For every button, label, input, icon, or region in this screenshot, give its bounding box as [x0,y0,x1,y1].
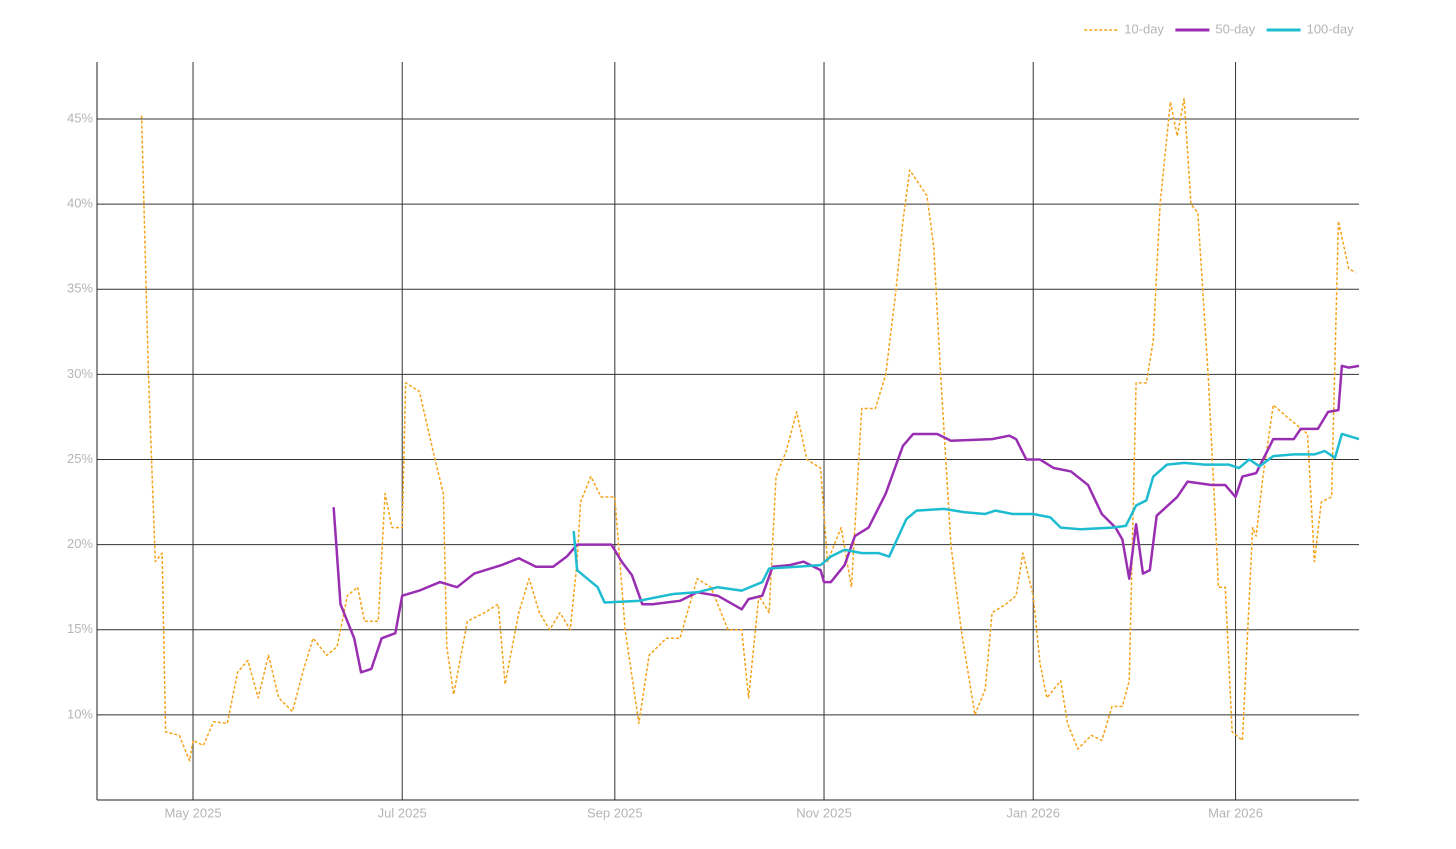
legend-label: 50-day [1215,21,1255,36]
x-tick-label: May 2025 [164,805,221,820]
y-tick-label: 35% [67,281,93,296]
y-tick-label: 45% [67,110,93,125]
series-line [572,432,1360,604]
x-tick-label: Nov 2025 [796,805,852,820]
y-tick-label: 30% [67,366,93,381]
legend-label: 10-day [1124,21,1164,36]
x-tick-label: Sep 2025 [587,805,643,820]
y-tick-label: 25% [67,451,93,466]
series-line [140,97,1356,762]
x-tick-label: Jan 2026 [1006,805,1060,820]
y-tick-label: 40% [67,196,93,211]
y-tick-label: 10% [67,706,93,721]
y-tick-label: 20% [67,536,93,551]
x-tick-label: Mar 2026 [1208,805,1263,820]
legend-label: 100-day [1307,21,1354,36]
x-tick-label: Jul 2025 [378,805,427,820]
series-line [332,364,1360,674]
y-tick-label: 15% [67,621,93,636]
